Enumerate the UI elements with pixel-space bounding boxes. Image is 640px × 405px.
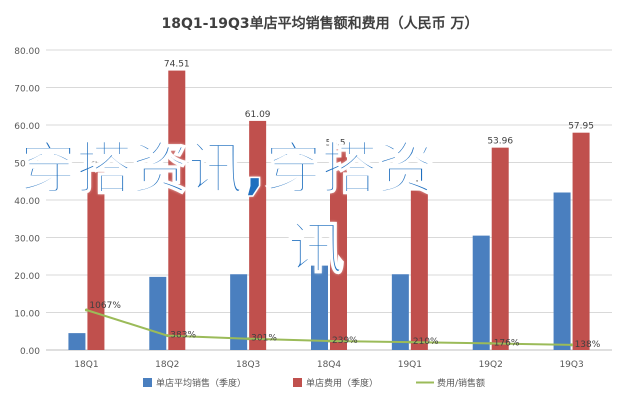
ratio-point bbox=[327, 339, 331, 343]
ratio-point bbox=[408, 340, 412, 344]
x-tick-label: 18Q2 bbox=[155, 360, 179, 370]
ratio-point bbox=[489, 341, 493, 345]
bar-expense bbox=[410, 190, 428, 350]
legend: 单店平均销售（季度） 单店费用（季度） 费用/销售额 bbox=[143, 377, 485, 389]
data-label-ratio: 301% bbox=[251, 334, 277, 344]
bar-sales bbox=[472, 235, 490, 350]
x-tick-label: 19Q2 bbox=[479, 360, 503, 370]
legend-label: 费用/销售额 bbox=[437, 377, 485, 389]
data-label-ratio: 1067% bbox=[89, 301, 121, 311]
y-tick-label: 80.00 bbox=[14, 47, 40, 57]
ratio-line bbox=[84, 308, 574, 347]
bar-expense bbox=[87, 171, 105, 350]
bar-sales bbox=[68, 333, 86, 350]
y-tick-label: 50.00 bbox=[14, 160, 40, 170]
y-tick-label: 30.00 bbox=[14, 235, 40, 245]
y-tick-label: 0.00 bbox=[20, 347, 40, 357]
data-label-expense: 57.95 bbox=[568, 122, 594, 132]
bar-sales bbox=[230, 274, 248, 350]
bars bbox=[68, 70, 590, 351]
ratio-point bbox=[570, 343, 574, 347]
bar-sales bbox=[149, 276, 167, 350]
watermark-overlay-line1: 穿搭资讯,穿搭资 bbox=[19, 137, 434, 202]
watermark-overlay-line2: 讯 bbox=[287, 217, 345, 282]
y-axis-ticks: 0.00 10.00 20.00 30.00 40.00 50.00 60.00 70.00 8… bbox=[14, 47, 40, 357]
x-tick-label: 18Q4 bbox=[317, 360, 342, 370]
y-tick-label: 70.00 bbox=[14, 85, 40, 95]
data-label-expense: 61.09 bbox=[245, 110, 271, 120]
legend-label: 单店费用（季度） bbox=[306, 377, 378, 389]
gridlines bbox=[46, 49, 612, 351]
bar-expense bbox=[491, 147, 509, 350]
legend-label: 单店平均销售（季度） bbox=[156, 377, 246, 389]
legend-swatch bbox=[143, 378, 152, 387]
bar-expense bbox=[572, 132, 590, 350]
data-label-ratio: 176% bbox=[494, 338, 520, 348]
legend-swatch bbox=[293, 378, 302, 387]
y-tick-label: 10.00 bbox=[14, 310, 40, 320]
data-label-expense: 74.51 bbox=[164, 60, 190, 70]
x-tick-label: 18Q3 bbox=[236, 360, 260, 370]
ratio-point bbox=[84, 308, 88, 312]
bar-expense bbox=[330, 149, 347, 350]
bar-sales bbox=[391, 274, 409, 350]
y-tick-label: 40.00 bbox=[14, 197, 40, 207]
data-label-expense: 53.51 bbox=[326, 138, 352, 148]
x-tick-label: 19Q3 bbox=[559, 360, 583, 370]
ratio-point bbox=[165, 334, 169, 338]
bar-expense bbox=[168, 70, 186, 351]
x-axis-ticks: 18Q1 18Q2 18Q3 18Q4 19Q1 19Q2 19Q3 bbox=[74, 360, 583, 370]
bar-sales bbox=[311, 265, 328, 350]
ratio-point bbox=[246, 337, 250, 341]
data-label-expense: 47.5 bbox=[86, 161, 106, 171]
data-label-ratio: 138% bbox=[575, 340, 601, 350]
bar-expense bbox=[249, 120, 267, 350]
y-tick-label: 20.00 bbox=[14, 272, 40, 282]
data-label-expense: 53.96 bbox=[487, 137, 513, 147]
x-tick-label: 19Q1 bbox=[398, 360, 422, 370]
data-label-expense: 42 bbox=[414, 180, 425, 190]
bar-sales bbox=[553, 192, 571, 350]
data-label-ratio: 239% bbox=[332, 336, 358, 346]
chart-title: 18Q1-19Q3单店平均销售额和费用（人民币 万） bbox=[162, 15, 479, 32]
data-label-ratio: 210% bbox=[413, 337, 439, 347]
data-labels: 47.5 74.51 61.09 53.51 42 53.96 57.95 1067% 383%… bbox=[86, 60, 601, 350]
data-label-ratio: 383% bbox=[170, 331, 196, 341]
y-tick-label: 60.00 bbox=[14, 122, 40, 132]
x-tick-label: 18Q1 bbox=[74, 360, 98, 370]
